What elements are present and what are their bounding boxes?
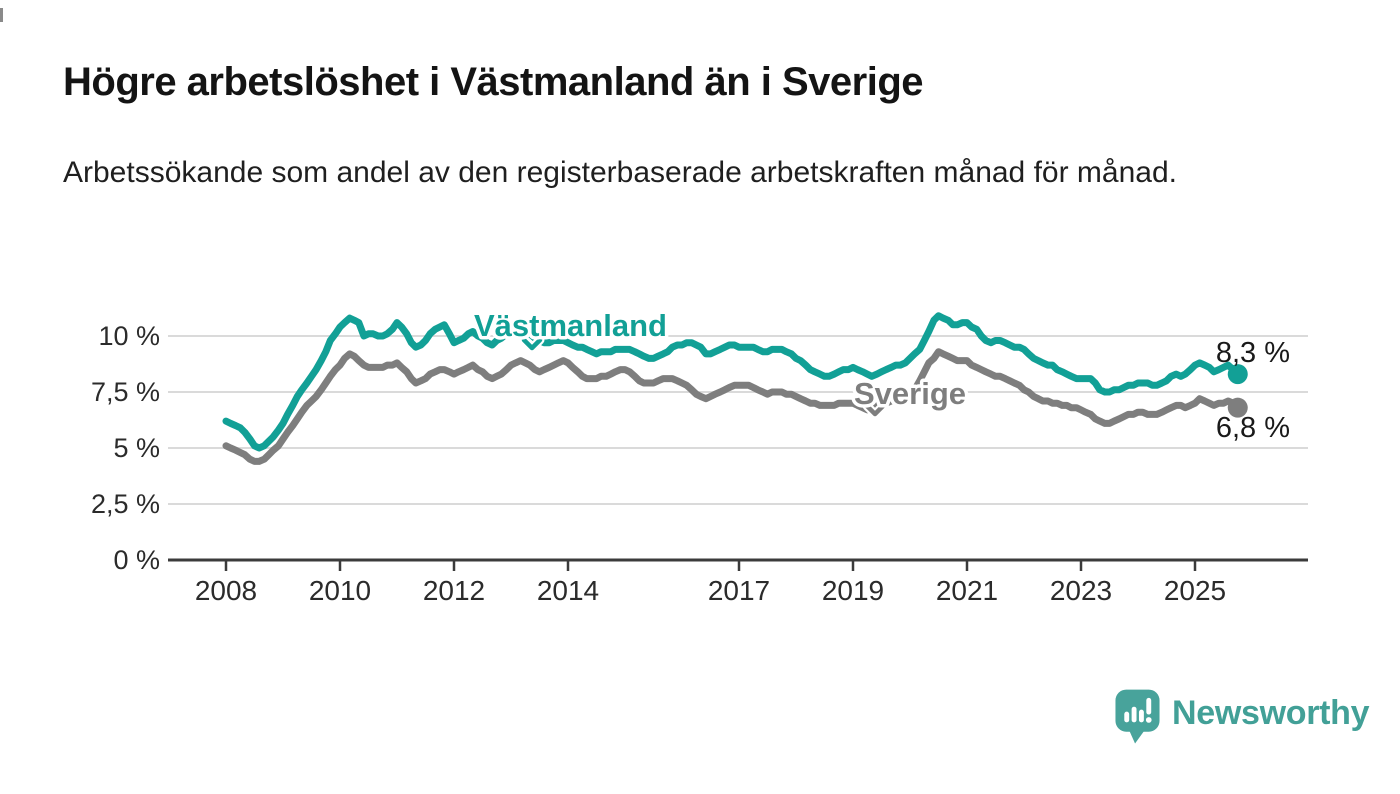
label-pointer-caret xyxy=(521,337,543,351)
series-line-västmanland xyxy=(222,312,1242,452)
x-tick-label: 2014 xyxy=(537,575,599,606)
x-tick-label: 2012 xyxy=(423,575,485,606)
series-label-västmanland: Västmanland xyxy=(474,308,667,343)
newsworthy-icon xyxy=(1115,689,1160,744)
chart-title: Högre arbetslöshet i Västmanland än i Sv… xyxy=(63,60,924,104)
series-end-dot-sverige xyxy=(1227,397,1248,418)
newsworthy-wordmark: Newsworthy xyxy=(1172,694,1370,732)
y-tick-label: 2,5 % xyxy=(91,489,160,519)
x-tick-label: 2019 xyxy=(822,575,884,606)
end-value-label-västmanland: 8,3 % xyxy=(1216,337,1290,369)
chart-subtitle: Arbetssökande som andel av den registerb… xyxy=(63,156,1177,189)
x-tick-label: 2023 xyxy=(1050,575,1112,606)
y-tick-label: 10 % xyxy=(98,321,160,351)
screenshot-edge-artifact xyxy=(0,8,3,22)
x-tick-label: 2017 xyxy=(708,575,770,606)
label-pointer-caret xyxy=(864,403,886,417)
x-tick-label: 2008 xyxy=(195,575,257,606)
x-tick-label: 2021 xyxy=(936,575,998,606)
end-value-label-sverige: 6,8 % xyxy=(1216,412,1290,444)
x-tick-label: 2025 xyxy=(1164,575,1226,606)
series-label-sverige: Sverige xyxy=(854,376,966,411)
x-tick-label: 2010 xyxy=(309,575,371,606)
y-tick-label: 5 % xyxy=(113,433,160,463)
series-line-sverige xyxy=(222,348,1242,465)
series-end-dot-västmanland xyxy=(1227,364,1248,385)
y-tick-label: 7,5 % xyxy=(91,377,160,407)
y-tick-label: 0 % xyxy=(113,545,160,575)
newsworthy-logo: Newsworthy xyxy=(1114,688,1370,746)
